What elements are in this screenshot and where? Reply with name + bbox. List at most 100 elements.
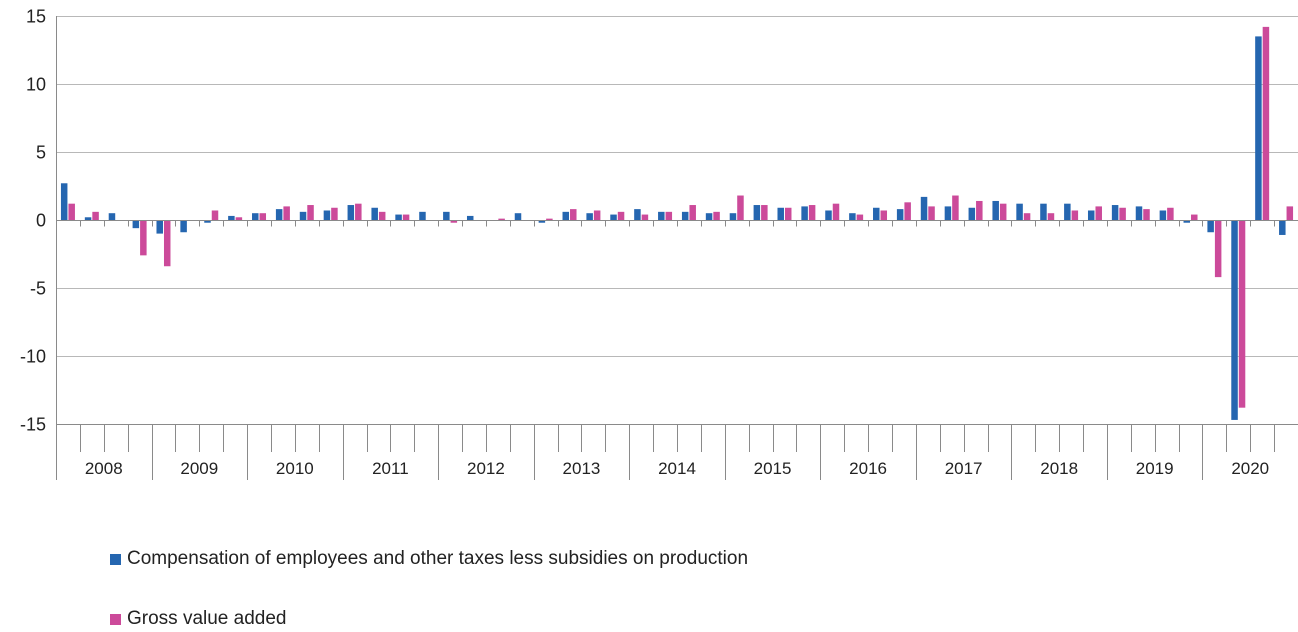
bar (1167, 207, 1174, 220)
y-tick-label: -5 (30, 279, 46, 299)
bar (1119, 207, 1126, 220)
year-label: 2016 (849, 459, 887, 478)
bar (761, 205, 768, 220)
bar (1159, 210, 1167, 220)
bar (252, 213, 259, 220)
bar (665, 211, 673, 220)
y-tick-label: 15 (26, 7, 46, 27)
bar (68, 203, 75, 220)
y-tick-label: -15 (20, 415, 46, 435)
bar (1207, 220, 1214, 233)
bar (689, 205, 696, 220)
bar (777, 207, 784, 220)
bar (952, 195, 959, 220)
legend-label-compensation: Compensation of employees and other taxe… (127, 548, 749, 569)
bar (1135, 206, 1143, 220)
bar (1023, 213, 1031, 220)
bar (307, 205, 314, 220)
bar (992, 200, 999, 220)
bar (538, 220, 546, 223)
legend-swatch-compensation (110, 553, 121, 565)
bar (641, 214, 649, 220)
bar (546, 218, 553, 220)
bar (944, 206, 952, 220)
year-label: 2008 (85, 459, 123, 478)
bar (1095, 206, 1102, 220)
bar (968, 207, 976, 220)
bar (355, 203, 362, 220)
bar (784, 207, 792, 220)
bar (228, 215, 235, 220)
bar (259, 213, 267, 220)
bar (1191, 214, 1198, 220)
bar (801, 206, 808, 220)
chart-svg: 15 10 5 0 -5 -10 -15 2008 2009 2010 2011 2012 2013 20… (20, 7, 1298, 480)
bar (856, 214, 864, 220)
bar (1238, 220, 1246, 408)
year-label: 2015 (754, 459, 792, 478)
bar (729, 213, 737, 220)
legend-label-gva: Gross value added (127, 608, 287, 629)
y-tick-label: -10 (20, 347, 46, 367)
bar (419, 211, 426, 220)
bar (1279, 220, 1286, 235)
bar (753, 205, 761, 220)
bar (402, 214, 410, 220)
bar (466, 215, 474, 220)
bar (211, 210, 219, 220)
bar (140, 220, 147, 256)
bar (395, 214, 402, 220)
bar (713, 211, 720, 220)
bar (658, 211, 665, 220)
year-label: 2012 (467, 459, 505, 478)
bar (443, 211, 450, 220)
year-label: 2020 (1231, 459, 1269, 478)
year-label: 2017 (945, 459, 983, 478)
bar (1040, 203, 1047, 220)
bar (450, 220, 458, 223)
bar (514, 213, 522, 220)
bar (323, 210, 331, 220)
legend-item-gva: Gross value added (110, 608, 287, 630)
bar (156, 220, 163, 234)
bar (347, 205, 355, 220)
bar (562, 211, 570, 220)
bar (808, 205, 816, 220)
y-tick-label: 0 (36, 211, 46, 231)
bar (163, 220, 171, 267)
bar (681, 211, 689, 220)
bar (1262, 26, 1270, 220)
bar (132, 220, 140, 229)
bar (92, 211, 99, 220)
bar (999, 203, 1007, 220)
bar (976, 200, 983, 220)
bar (920, 196, 928, 220)
year-label: 2014 (658, 459, 696, 478)
bar (84, 217, 92, 220)
bar (928, 206, 935, 220)
bar (1255, 36, 1262, 221)
bar (371, 207, 378, 220)
bar (1047, 213, 1055, 220)
year-label: 2018 (1040, 459, 1078, 478)
bar (283, 206, 290, 220)
legend-item-compensation: Compensation of employees and other taxe… (110, 548, 748, 570)
bar (331, 207, 338, 220)
bar (1111, 205, 1119, 220)
bar (1087, 210, 1095, 220)
bar (1214, 220, 1222, 278)
bar (60, 183, 68, 220)
bar (1286, 206, 1294, 220)
year-label: 2019 (1136, 459, 1174, 478)
bar (873, 207, 880, 220)
bar (235, 217, 243, 220)
legend-swatch-gva (110, 613, 121, 625)
bar (1071, 210, 1079, 220)
bar (610, 214, 617, 220)
bar (1143, 209, 1150, 220)
bar (593, 210, 601, 220)
bar (737, 195, 744, 220)
year-label: 2013 (563, 459, 601, 478)
year-label: 2010 (276, 459, 314, 478)
